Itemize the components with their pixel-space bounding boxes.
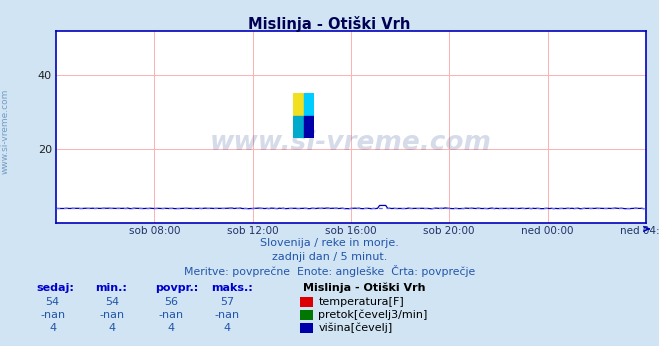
Text: maks.:: maks.: [211,283,252,293]
Text: 4: 4 [109,323,115,333]
Text: -nan: -nan [215,310,240,320]
Text: 54: 54 [105,297,119,307]
Text: Mislinja - Otiški Vrh: Mislinja - Otiški Vrh [303,283,426,293]
Text: povpr.:: povpr.: [155,283,198,293]
Text: temperatura[F]: temperatura[F] [318,297,404,307]
Text: 4: 4 [49,323,56,333]
Text: sedaj:: sedaj: [36,283,74,293]
Text: Mislinja - Otiški Vrh: Mislinja - Otiški Vrh [248,16,411,31]
Text: -nan: -nan [159,310,184,320]
Text: www.si-vreme.com: www.si-vreme.com [1,89,10,174]
Text: 54: 54 [45,297,60,307]
Text: www.si-vreme.com: www.si-vreme.com [210,129,492,155]
Bar [293,93,304,116]
Text: -nan: -nan [40,310,65,320]
Text: zadnji dan / 5 minut.: zadnji dan / 5 minut. [272,252,387,262]
Bar [293,116,304,138]
Text: višina[čevelj]: višina[čevelj] [318,323,393,333]
Text: pretok[čevelj3/min]: pretok[čevelj3/min] [318,310,428,320]
Text: 4: 4 [224,323,231,333]
Text: 56: 56 [164,297,179,307]
Text: min.:: min.: [96,283,127,293]
Text: -nan: -nan [100,310,125,320]
Text: Slovenija / reke in morje.: Slovenija / reke in morje. [260,238,399,248]
Bar [304,93,314,116]
Text: 4: 4 [168,323,175,333]
Bar [304,116,314,138]
Text: 57: 57 [220,297,235,307]
Text: Meritve: povprečne  Enote: angleške  Črta: povprečje: Meritve: povprečne Enote: angleške Črta:… [184,265,475,276]
